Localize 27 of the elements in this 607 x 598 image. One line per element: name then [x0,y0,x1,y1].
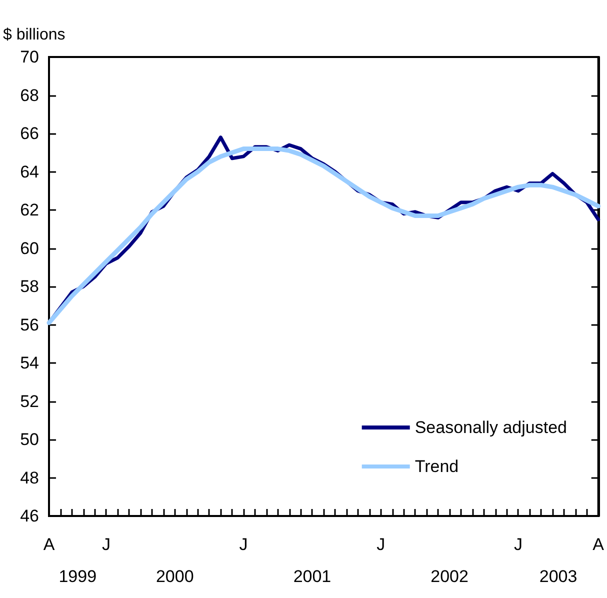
y-tick-label: 54 [20,354,39,372]
y-tick-label: 50 [20,430,39,449]
legend-label: Seasonally adjusted [414,418,568,437]
text: 2003 [539,567,578,586]
x-tick-label: A [43,535,56,554]
y-axis-title: $ billions [3,26,66,44]
x-tick-label: J [514,535,522,554]
y-tick-label: 48 [20,468,39,488]
y-tick-label: 58 [20,277,39,296]
y-tick-label: 64 [20,162,39,182]
y-tick-label: 46 [20,506,39,526]
text: 1999 [58,567,97,586]
x-tick-label: A [592,535,605,554]
x-tick-label: J [102,535,110,554]
y-tick-label: 52 [20,392,39,411]
legend-label: Trend [414,457,459,476]
x-tick-label: J [239,535,248,554]
y-tick-label: 68 [20,86,39,105]
text: 2001 [293,567,332,586]
y-tick-label: 70 [20,48,39,66]
y-tick-label: 60 [20,238,39,258]
y-tick-label: 66 [20,124,39,143]
y-tick-label: 62 [20,200,39,220]
text: 2000 [156,567,194,586]
y-tick-label: 56 [20,315,39,334]
text: 2002 [430,567,468,586]
x-tick-label: J [376,535,386,554]
